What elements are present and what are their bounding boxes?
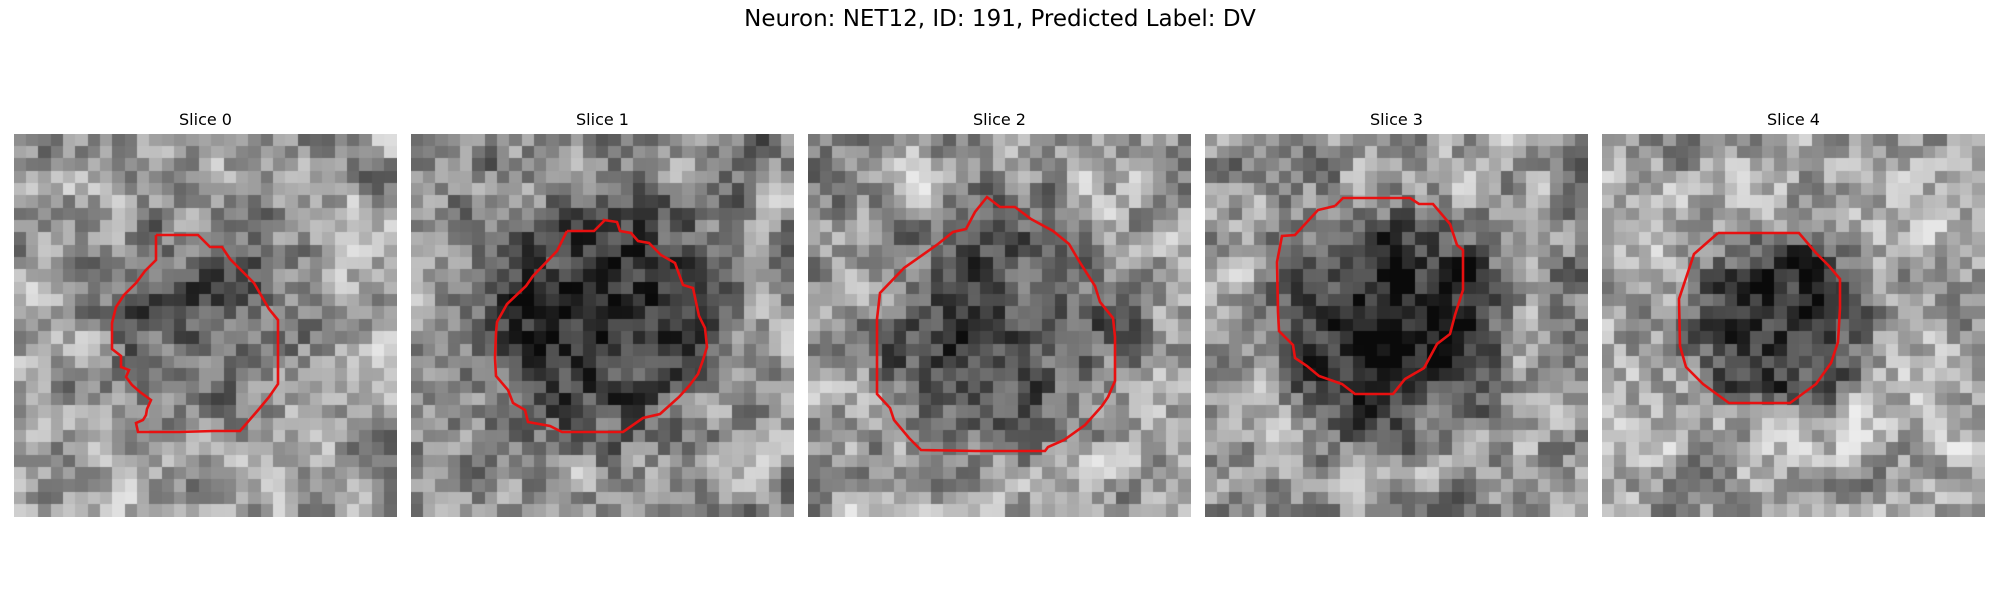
slice-contour-4 [1677,231,1842,405]
slice-title-1: Slice 1 [576,110,629,129]
slice-panel-4: Slice 4 [1602,108,1985,517]
roi-outline [875,195,1117,453]
roi-outline [1275,196,1465,396]
roi-outline [493,218,709,434]
slice-contour-2 [875,195,1117,453]
slice-contour-1 [493,218,709,434]
slice-contour-0 [110,233,280,434]
slice-panel-1: Slice 1 [411,108,794,517]
slice-title-3: Slice 3 [1370,110,1423,129]
slice-image-4 [1602,134,1985,517]
slice-image-0 [14,134,397,517]
figure-title: Neuron: NET12, ID: 191, Predicted Label:… [744,6,1256,32]
roi-outline [1677,231,1842,405]
slice-panel-3: Slice 3 [1205,108,1588,517]
slice-panel-2: Slice 2 [808,108,1191,517]
slice-image-2 [808,134,1191,517]
slice-title-0: Slice 0 [179,110,232,129]
slice-contour-3 [1275,196,1465,396]
roi-outline [110,233,280,434]
slice-panel-0: Slice 0 [14,108,397,517]
slice-title-4: Slice 4 [1767,110,1820,129]
slice-image-1 [411,134,794,517]
slice-title-2: Slice 2 [973,110,1026,129]
